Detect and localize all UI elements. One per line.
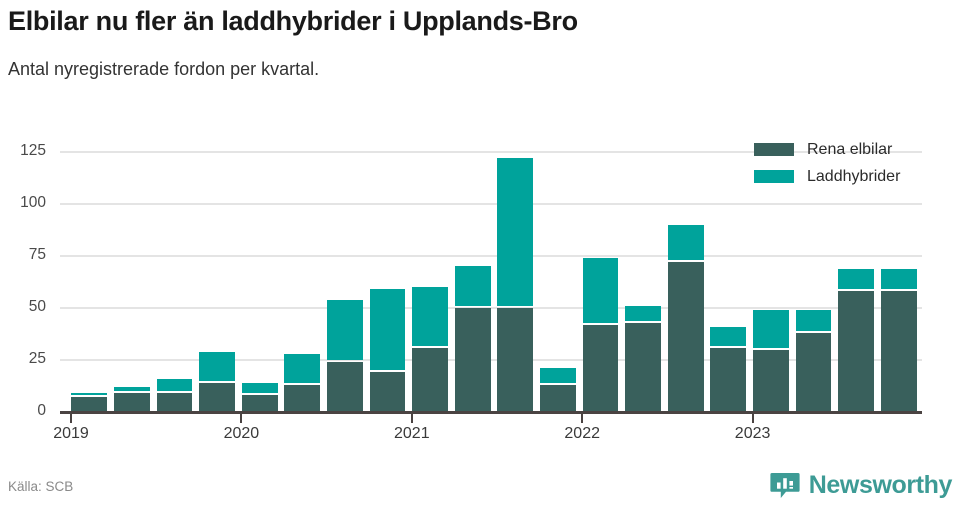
bar-segment-rena-elbilar[interactable]	[625, 322, 661, 412]
gridline	[60, 307, 922, 309]
bar-group[interactable]	[838, 268, 874, 412]
bar-segment-laddhybrider[interactable]	[880, 268, 917, 290]
bar-segment-laddhybrider[interactable]	[838, 268, 874, 290]
gridline	[60, 203, 922, 205]
x-axis-tick-mark	[751, 414, 754, 423]
bar-segment-rena-elbilar[interactable]	[838, 291, 874, 412]
bar-segment-rena-elbilar[interactable]	[156, 393, 193, 412]
bar-segment-rena-elbilar[interactable]	[199, 382, 235, 412]
legend-item-label: Rena elbilar	[807, 140, 893, 158]
bar-group[interactable]	[199, 351, 235, 412]
bar-segment-rena-elbilar[interactable]	[412, 347, 448, 412]
y-axis-tick-label: 0	[37, 402, 46, 419]
bar-segment-laddhybrider[interactable]	[199, 351, 235, 381]
bar-group[interactable]	[71, 393, 108, 412]
bar-segment-rena-elbilar[interactable]	[114, 393, 150, 412]
gridline	[60, 255, 922, 257]
bar-segment-laddhybrider[interactable]	[412, 287, 448, 346]
bar-segment-laddhybrider[interactable]	[625, 305, 661, 321]
bar-group[interactable]	[369, 289, 406, 412]
bar-group[interactable]	[241, 382, 278, 412]
legend-item-label: Laddhybrider	[807, 167, 901, 185]
bar-group[interactable]	[753, 310, 789, 412]
page-title: Elbilar nu fler än laddhybrider i Upplan…	[8, 6, 578, 36]
bar-segment-laddhybrider[interactable]	[667, 224, 704, 261]
bar-segment-rena-elbilar[interactable]	[540, 384, 576, 412]
y-axis-tick-label: 50	[28, 298, 46, 315]
bar-group[interactable]	[114, 387, 150, 412]
bar-group[interactable]	[625, 305, 661, 412]
bar-segment-rena-elbilar[interactable]	[284, 384, 321, 412]
bar-segment-rena-elbilar[interactable]	[710, 347, 747, 412]
legend-item[interactable]: Laddhybrider	[754, 163, 900, 190]
brand-name: Newsworthy	[808, 470, 953, 499]
x-axis-tick-label: 2021	[394, 425, 430, 442]
bar-segment-laddhybrider[interactable]	[753, 310, 789, 348]
bar-segment-rena-elbilar[interactable]	[582, 324, 619, 412]
x-axis-line	[60, 411, 922, 414]
bar-segment-rena-elbilar[interactable]	[667, 262, 704, 412]
bar-segment-rena-elbilar[interactable]	[241, 395, 278, 412]
bar-group[interactable]	[156, 378, 193, 412]
y-axis-tick-label: 75	[28, 246, 46, 263]
bar-segment-rena-elbilar[interactable]	[327, 362, 363, 412]
bar-group[interactable]	[412, 287, 448, 412]
bar-segment-rena-elbilar[interactable]	[497, 308, 534, 412]
bar-segment-laddhybrider[interactable]	[454, 266, 491, 306]
bar-segment-laddhybrider[interactable]	[369, 289, 406, 371]
y-axis-tick-label: 100	[20, 194, 46, 211]
bar-segment-laddhybrider[interactable]	[582, 258, 619, 323]
chart-legend: Rena elbilar Laddhybrider	[754, 136, 900, 190]
bar-group[interactable]	[582, 258, 619, 412]
bar-chart-speech-bubble-icon	[770, 470, 800, 500]
bar-group[interactable]	[667, 224, 704, 412]
bar-segment-laddhybrider[interactable]	[327, 299, 363, 361]
bar-group[interactable]	[540, 368, 576, 412]
x-axis-tick-mark	[70, 414, 72, 423]
bar-segment-laddhybrider[interactable]	[156, 378, 193, 392]
x-axis-tick-label: 2020	[223, 425, 260, 442]
bar-segment-rena-elbilar[interactable]	[795, 332, 832, 412]
bar-group[interactable]	[454, 266, 491, 412]
bar-group[interactable]	[795, 310, 832, 412]
bar-segment-laddhybrider[interactable]	[540, 368, 576, 383]
source-note: Källa: SCB	[8, 479, 74, 494]
x-axis-tick-mark	[581, 414, 584, 423]
legend-color-swatch	[754, 170, 794, 183]
gridline	[60, 151, 922, 153]
chart-subtitle: Antal nyregistrerade fordon per kvartal.	[8, 59, 320, 79]
bar-group[interactable]	[710, 326, 747, 412]
bar-segment-laddhybrider[interactable]	[497, 158, 534, 306]
y-axis-tick-label: 125	[20, 142, 46, 159]
bar-segment-rena-elbilar[interactable]	[369, 372, 406, 412]
y-axis-tick-label: 25	[28, 350, 46, 367]
bar-segment-laddhybrider[interactable]	[114, 387, 150, 392]
bar-segment-laddhybrider[interactable]	[284, 353, 321, 383]
bar-segment-laddhybrider[interactable]	[710, 326, 747, 346]
bar-group[interactable]	[880, 268, 917, 412]
bar-segment-rena-elbilar[interactable]	[454, 308, 491, 412]
bar-segment-laddhybrider[interactable]	[795, 310, 832, 331]
bar-group[interactable]	[497, 158, 534, 412]
newsworthy-brand: Newsworthy	[770, 470, 952, 500]
legend-color-swatch	[754, 143, 794, 156]
bar-segment-laddhybrider[interactable]	[241, 382, 278, 394]
bar-segment-rena-elbilar[interactable]	[880, 291, 917, 412]
bar-group[interactable]	[284, 353, 321, 412]
bar-segment-rena-elbilar[interactable]	[71, 397, 108, 412]
gridline	[60, 359, 922, 361]
bar-segment-laddhybrider[interactable]	[71, 393, 108, 396]
x-axis-tick-label: 2019	[53, 425, 89, 442]
bar-group[interactable]	[327, 299, 363, 412]
bar-segment-rena-elbilar[interactable]	[753, 349, 789, 412]
x-axis-tick-label: 2023	[734, 425, 771, 442]
x-axis-tick-label: 2022	[564, 425, 600, 442]
x-axis-tick-mark	[410, 414, 413, 423]
x-axis-tick-mark	[240, 414, 243, 423]
legend-item[interactable]: Rena elbilar	[754, 136, 900, 163]
